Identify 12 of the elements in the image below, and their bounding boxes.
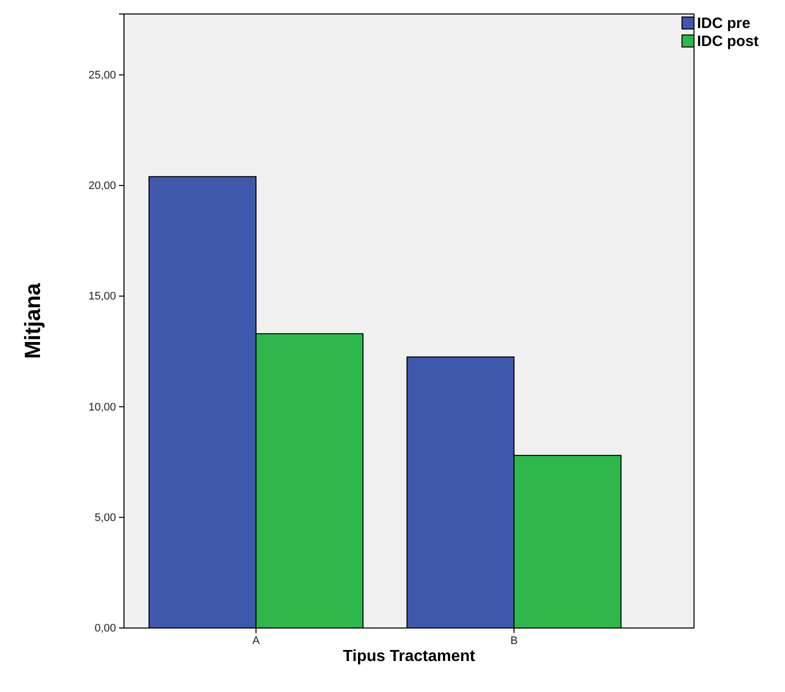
- x-axis-title: Tipus Tractament: [342, 648, 476, 665]
- x-tick-label: B: [510, 634, 518, 647]
- y-tick-label: 25,00: [88, 69, 116, 82]
- y-axis-title: Mitjana: [20, 282, 45, 359]
- legend-label: IDC pre: [697, 15, 750, 32]
- legend-label: IDC post: [697, 33, 759, 50]
- y-tick-label: 20,00: [88, 180, 116, 192]
- x-tick-label: A: [252, 634, 260, 647]
- y-tick-label: 10,00: [88, 401, 116, 414]
- y-tick-label: 15,00: [88, 290, 116, 303]
- y-tick-label: 5,00: [94, 512, 116, 524]
- y-tick-label: 0,00: [94, 622, 116, 635]
